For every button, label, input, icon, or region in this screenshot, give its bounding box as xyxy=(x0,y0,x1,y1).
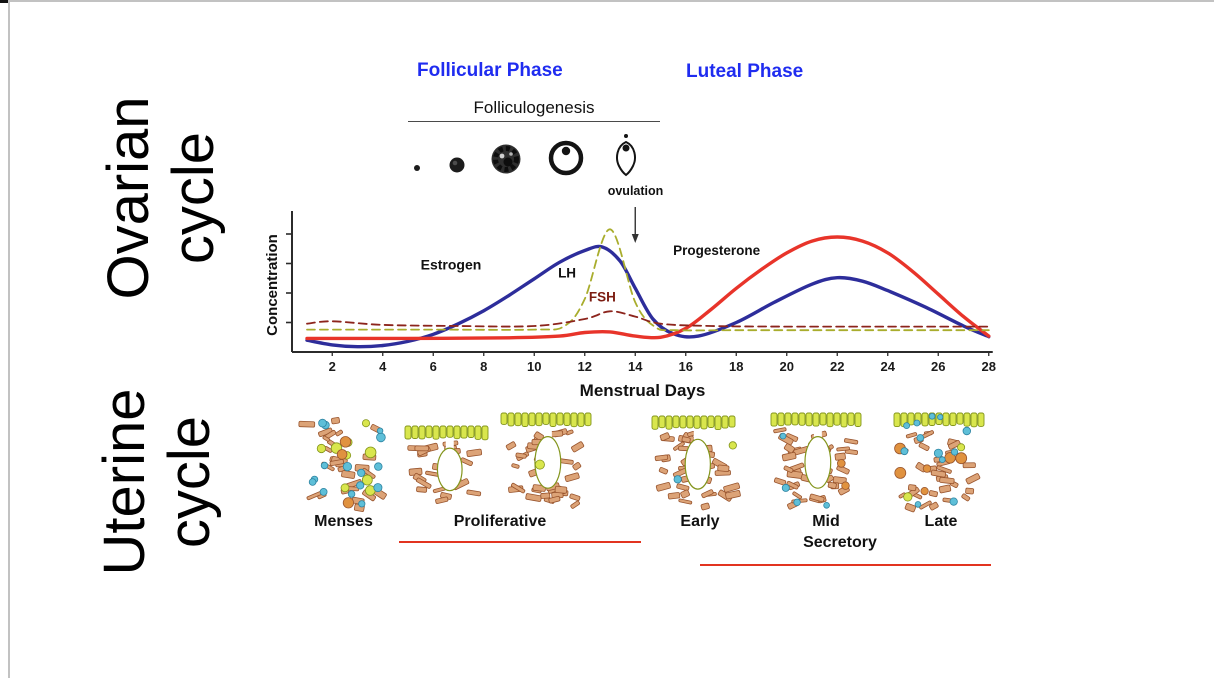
histology-menses-illustration xyxy=(296,412,391,514)
folliculogenesis-label: Folliculogenesis xyxy=(473,98,595,117)
x-tick-label: 26 xyxy=(931,359,945,374)
x-tick-label: 6 xyxy=(430,359,437,374)
secondary-follicle-icon xyxy=(491,144,521,174)
folliculogenesis-underline xyxy=(408,121,660,122)
follicular-phase-label: Follicular Phase xyxy=(417,60,563,81)
hormone-concentration-chart: 2 4 6 8 10 12 14 16 18 20 22 24 26 28EstrogenLHFSHPro… xyxy=(286,207,996,374)
early-secretory-label: Early xyxy=(680,513,720,530)
x-tick-label: 22 xyxy=(830,359,844,374)
histology-proliferative-late-illustration xyxy=(500,411,592,514)
luteal-phase-label: Luteal Phase xyxy=(686,61,804,82)
lh-curve xyxy=(306,228,990,332)
histology-mid-secretory-illustration xyxy=(770,411,862,514)
lh-curve-label: LH xyxy=(558,266,576,281)
slide-left-border xyxy=(8,0,10,678)
ovulation-label: ovulation xyxy=(607,184,664,198)
slide-top-border xyxy=(8,0,1214,2)
secretory-label: Secretory xyxy=(803,534,877,551)
x-tick-label: 8 xyxy=(480,359,487,374)
histology-proliferative-early-illustration xyxy=(404,424,492,512)
menses-label: Menses xyxy=(314,513,373,530)
mid-secretory-label: Mid xyxy=(812,513,840,530)
uterine-cycle-label: Uterine cycle xyxy=(92,388,222,576)
x-tick-label: 10 xyxy=(527,359,541,374)
x-axis-label: Menstrual Days xyxy=(579,381,706,400)
x-tick-label: 16 xyxy=(679,359,693,374)
graafian-follicle-icon xyxy=(548,140,584,176)
x-tick-label: 14 xyxy=(628,359,643,374)
corner-mark xyxy=(0,0,8,3)
proliferative-label: Proliferative xyxy=(453,513,547,530)
x-tick-label: 4 xyxy=(379,359,387,374)
x-tick-label: 18 xyxy=(729,359,743,374)
late-secretory-label: Late xyxy=(924,513,958,530)
x-tick-label: 2 xyxy=(329,359,336,374)
x-tick-label: 28 xyxy=(982,359,996,374)
primordial-follicle-icon xyxy=(414,165,420,171)
progesterone-curve xyxy=(305,235,991,341)
histology-early-secretory-illustration xyxy=(651,414,741,514)
fsh-curve-label: FSH xyxy=(589,289,616,304)
x-tick-label: 24 xyxy=(881,359,896,374)
ovulating-follicle-icon xyxy=(616,134,636,177)
ovarian-cycle-label: Ovarian cycle xyxy=(96,96,226,300)
proliferative-underline xyxy=(399,541,641,543)
estrogen-curve xyxy=(305,244,991,349)
x-tick-label: 20 xyxy=(780,359,794,374)
ovulation-arrowhead-icon xyxy=(631,234,639,243)
x-tick-label: 12 xyxy=(578,359,592,374)
folliculogenesis-stages-illustration xyxy=(414,134,636,177)
estrogen-curve-label: Estrogen xyxy=(421,256,482,272)
fsh-curve xyxy=(306,310,990,328)
secretory-underline xyxy=(700,564,991,566)
primary-follicle-icon xyxy=(449,157,465,173)
histology-late-secretory-illustration xyxy=(893,411,985,514)
progesterone-curve-label: Progesterone xyxy=(673,243,761,258)
